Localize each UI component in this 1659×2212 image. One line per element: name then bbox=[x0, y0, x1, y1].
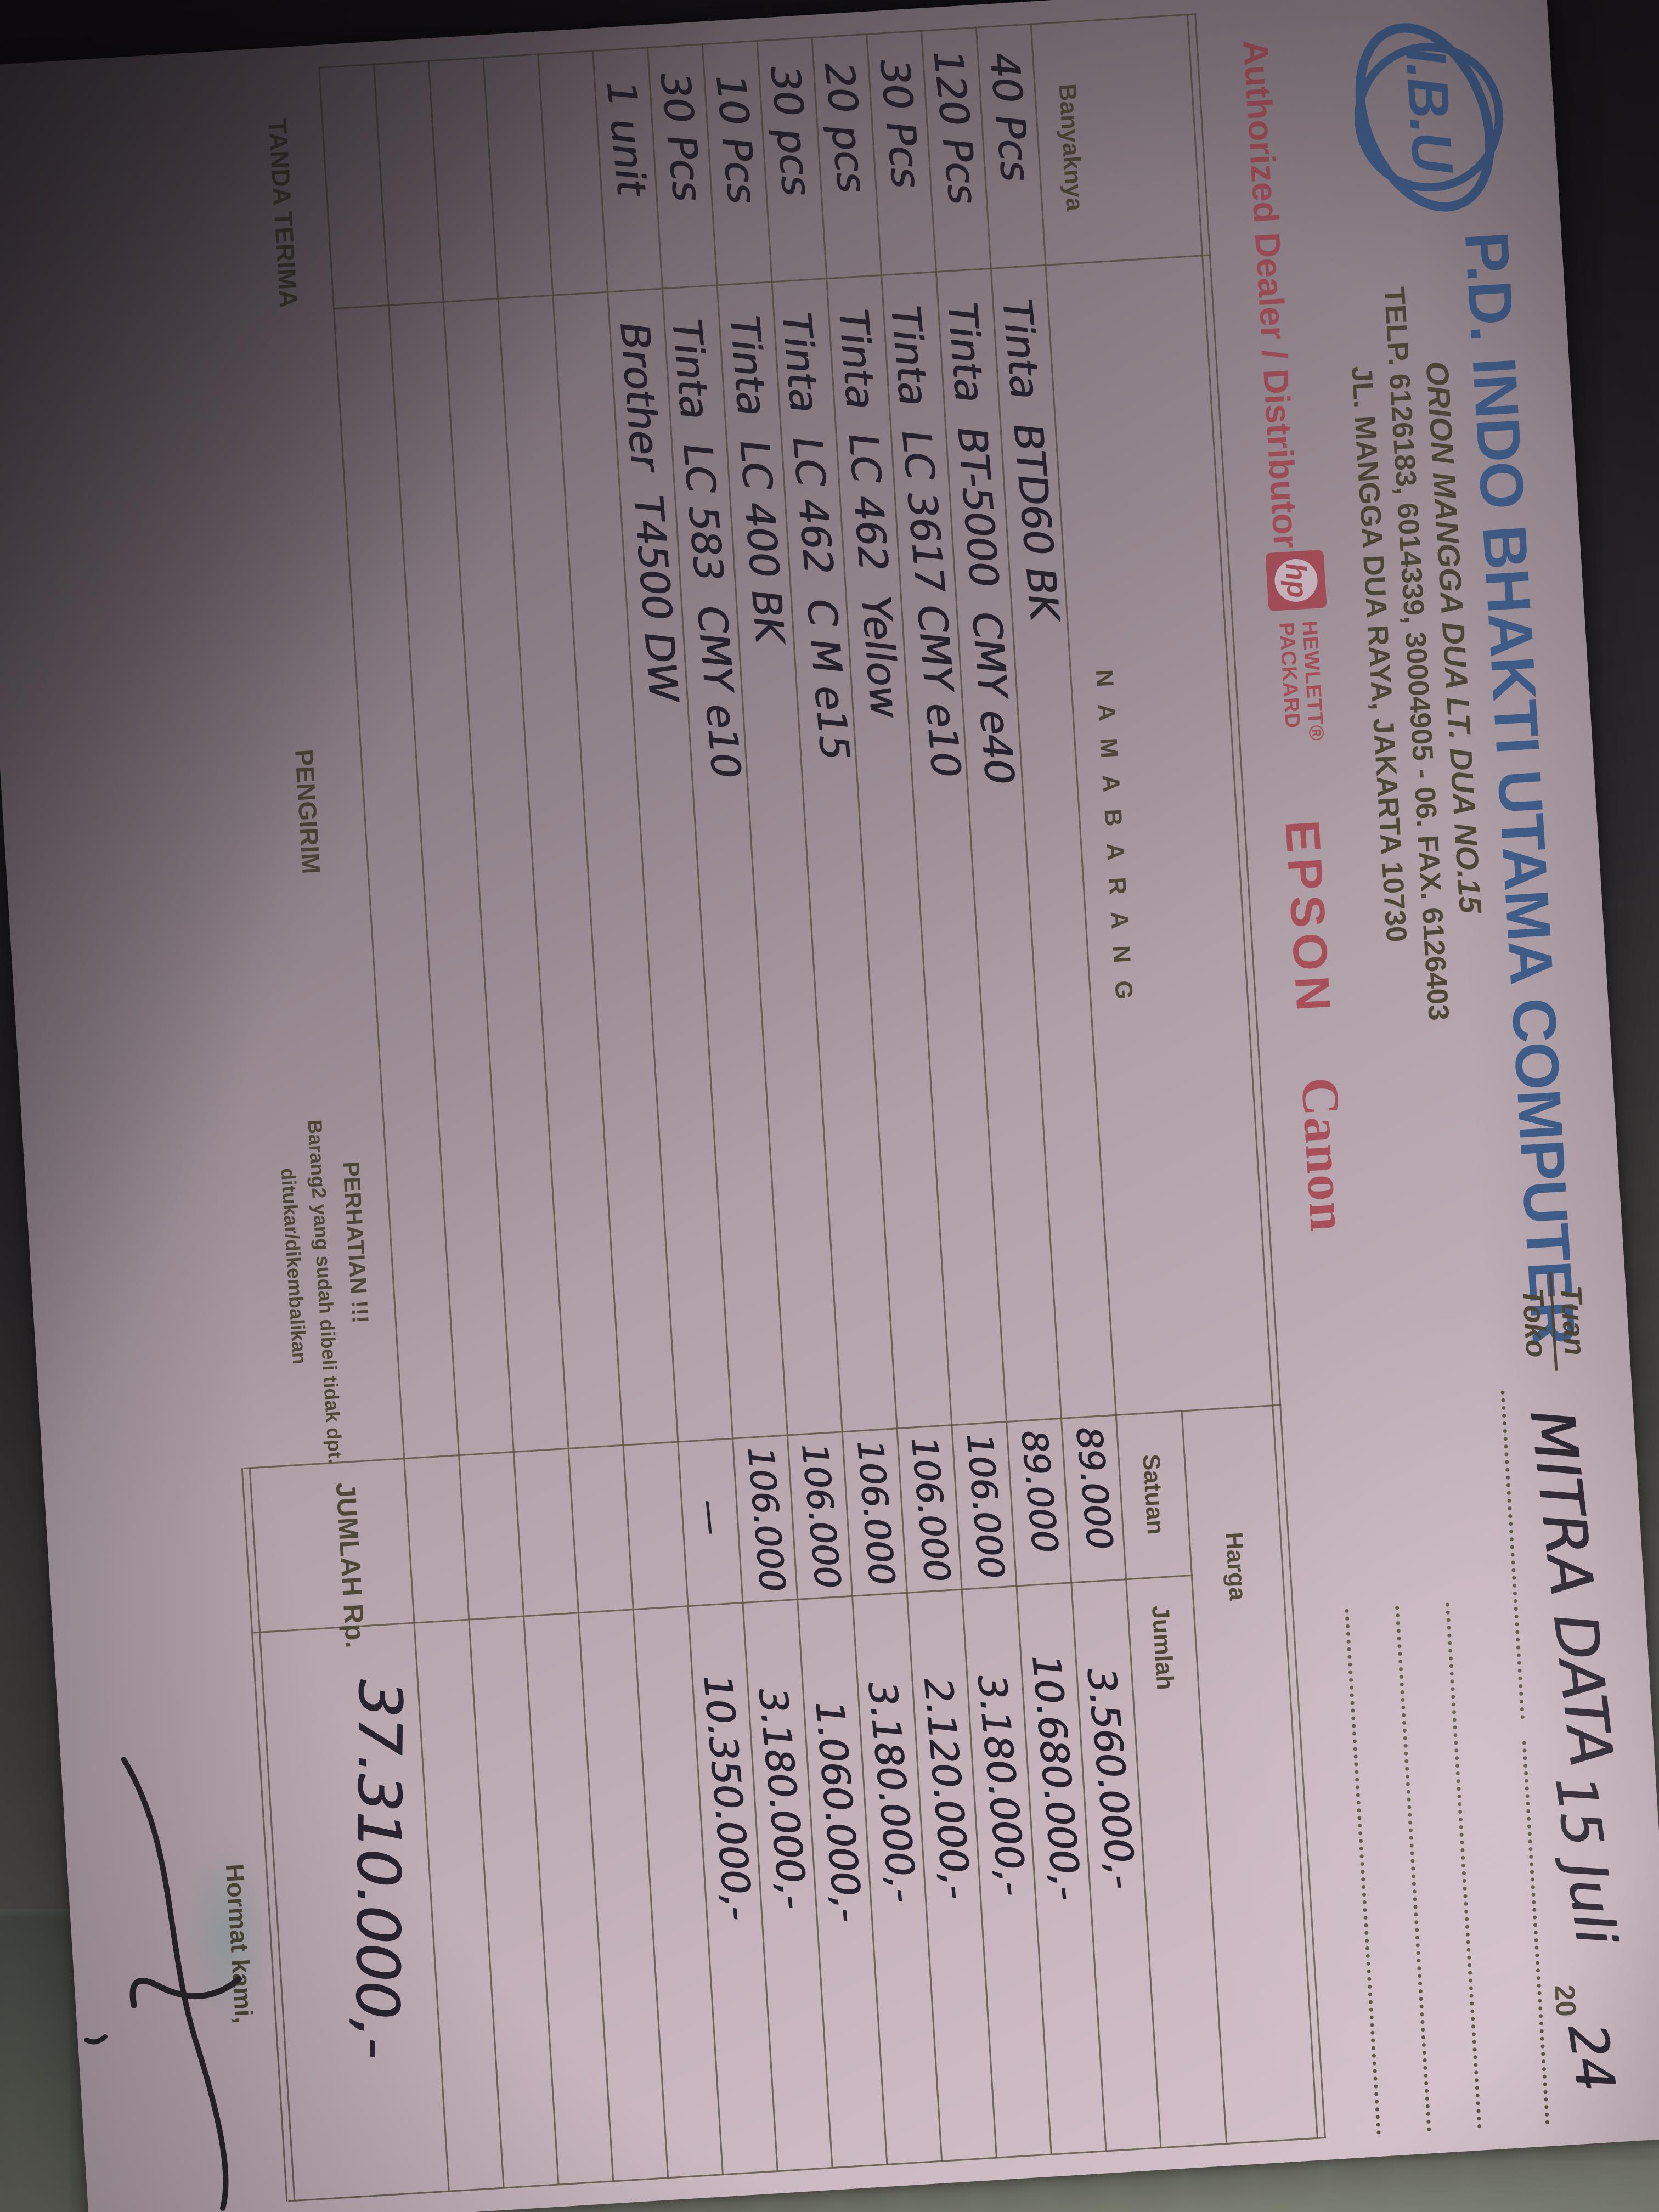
perhatian-title: PERHATIAN !!! bbox=[337, 1160, 374, 1324]
hp-logo-text: hp bbox=[1273, 557, 1319, 603]
date-year-handwritten: 24 bbox=[1556, 2019, 1627, 2095]
row-unit: — bbox=[689, 1497, 733, 1537]
jumlah-box-right-line bbox=[288, 2190, 450, 2202]
jumlah-box-inner-line bbox=[253, 1622, 415, 1634]
perhatian-line-3: ditukar/dikembalikan bbox=[276, 1167, 312, 1365]
signature-icon bbox=[84, 1757, 242, 2211]
row-unit: 106.000 bbox=[739, 1445, 793, 1594]
date-preprint-20: 20 bbox=[1548, 1984, 1582, 2018]
grand-total-handwritten: 37.310.000,- bbox=[342, 1679, 414, 2059]
ibu-logo-icon: I.B.U bbox=[1323, 10, 1532, 224]
ibu-logo-text: I.B.U bbox=[1393, 46, 1465, 174]
header-harga: Harga bbox=[1220, 1531, 1251, 1601]
row-unit: 89.000 bbox=[1013, 1428, 1065, 1555]
customer-label-toko: Toko bbox=[1516, 1286, 1554, 1359]
date-day-month-handwritten: 15 Juli bbox=[1543, 1772, 1629, 1948]
customer-label-tuan: Tuan bbox=[1554, 1284, 1592, 1357]
customer-label: Tuan Toko bbox=[1516, 1270, 1592, 1373]
customer-name-handwritten: MITRA DATA bbox=[1516, 1406, 1626, 1770]
hewlett-packard-wordmark: HEWLETT® PACKARD bbox=[1274, 620, 1328, 743]
jumlah-rp-label: JUMLAH Rp. bbox=[330, 1481, 371, 1649]
epson-wordmark: EPSON bbox=[1275, 819, 1341, 1018]
canon-wordmark: Canon bbox=[1290, 1075, 1359, 1234]
pengirim-label: PENGIRIM bbox=[289, 748, 326, 875]
empty-dotted-line-1 bbox=[1445, 1602, 1482, 2129]
authorized-dealer-label: Authorized Dealer / Distributor : bbox=[1235, 38, 1308, 571]
header-jumlah: Jumlah bbox=[1147, 1605, 1179, 1691]
empty-dotted-line-3 bbox=[1345, 1609, 1381, 2135]
tanda-terima-label: TANDA TERIMA bbox=[263, 118, 303, 309]
row-line bbox=[427, 60, 560, 2185]
empty-dotted-line-2 bbox=[1395, 1606, 1431, 2132]
header-satuan: Satuan bbox=[1137, 1453, 1170, 1536]
hp-logo-icon: hp bbox=[1265, 549, 1327, 612]
row-line bbox=[482, 57, 614, 2182]
row-qty: 1 unit bbox=[598, 79, 655, 198]
header-banyaknya: Banyaknya bbox=[1053, 83, 1088, 212]
